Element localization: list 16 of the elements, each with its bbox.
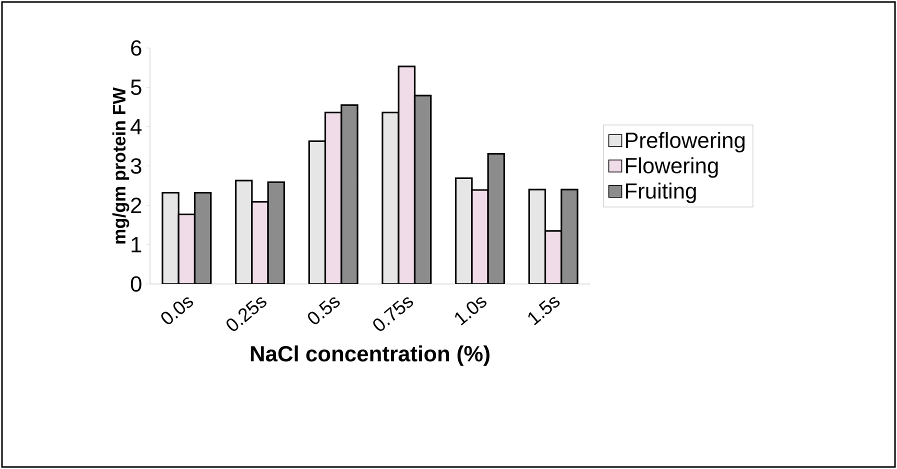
y-tick-label: 6 <box>131 40 142 56</box>
legend-label: Fruiting <box>626 182 696 204</box>
x-axis-title: NaCl concentration (%) <box>250 345 490 366</box>
y-tick-label: 4 <box>130 119 142 134</box>
y-tick-label: 0 <box>130 276 142 292</box>
legend-label: Preflowering <box>626 132 745 152</box>
y-axis-title: mg/gm protein FW <box>112 87 130 244</box>
y-tick-label: 3 <box>130 158 142 174</box>
y-tick-label: 2 <box>131 198 142 213</box>
x-tick-label: 0.0s <box>161 297 194 324</box>
x-tick-label: 1.5s <box>528 297 560 326</box>
y-tick-label: 5 <box>130 80 142 95</box>
legend-label: Flowering <box>626 157 718 178</box>
y-tick-label: 1 <box>132 237 142 252</box>
x-tick-label: 0.5s <box>308 297 340 324</box>
x-tick-label: 1.0s <box>455 297 486 326</box>
